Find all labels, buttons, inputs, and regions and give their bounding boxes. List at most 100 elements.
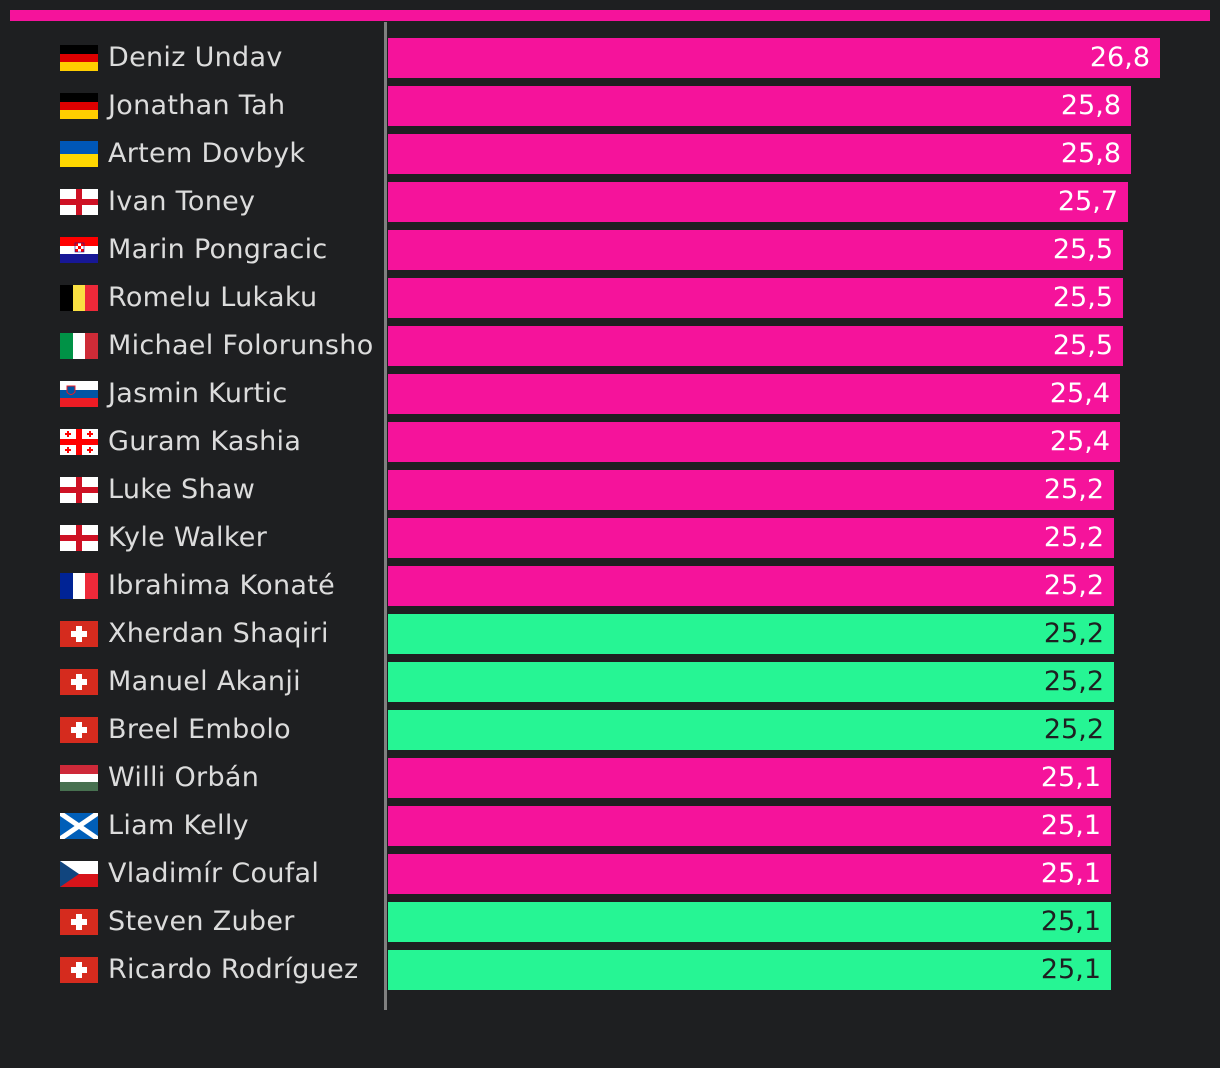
bar — [388, 230, 1123, 270]
category-label: Liam Kelly — [108, 810, 249, 841]
value-label: 25,2 — [1043, 522, 1104, 553]
bar-row: Vladimír Coufal 25,1 — [0, 854, 1220, 902]
bar — [388, 134, 1131, 174]
bar-row: Romelu Lukaku 25,5 — [0, 278, 1220, 326]
value-label: 26,8 — [1089, 42, 1150, 73]
bar — [388, 422, 1120, 462]
bar-row: Breel Embolo 25,2 — [0, 710, 1220, 758]
bar-row: Ivan Toney 25,7 — [0, 182, 1220, 230]
value-label: 25,2 — [1043, 474, 1104, 505]
value-label: 25,7 — [1057, 186, 1118, 217]
bar-row: Artem Dovbyk 25,8 — [0, 134, 1220, 182]
france-flag-icon — [60, 573, 98, 599]
category-label: Kyle Walker — [108, 522, 268, 553]
bar — [388, 614, 1114, 654]
ukraine-flag-icon — [60, 141, 98, 167]
bar-row: Ricardo Rodríguez 25,1 — [0, 950, 1220, 998]
category-label: Jonathan Tah — [108, 90, 286, 121]
value-label: 25,2 — [1043, 666, 1104, 697]
england-flag-icon — [60, 477, 98, 503]
category-label: Steven Zuber — [108, 906, 295, 937]
switzerland-flag-icon — [60, 717, 98, 743]
bar — [388, 902, 1111, 942]
bar-row: Jasmin Kurtic 25,4 — [0, 374, 1220, 422]
value-label: 25,5 — [1052, 282, 1113, 313]
slovenia-flag-icon — [60, 381, 98, 407]
germany-flag-icon — [60, 45, 98, 71]
value-label: 25,8 — [1060, 90, 1121, 121]
bar-row: Deniz Undav 26,8 — [0, 38, 1220, 86]
hungary-flag-icon — [60, 765, 98, 791]
bar-row: Guram Kashia 25,4 — [0, 422, 1220, 470]
value-label: 25,1 — [1040, 906, 1101, 937]
bar-row: Jonathan Tah 25,8 — [0, 86, 1220, 134]
top-accent-bar — [10, 10, 1210, 21]
bar — [388, 710, 1114, 750]
bar-row: Willi Orbán 25,1 — [0, 758, 1220, 806]
category-label: Manuel Akanji — [108, 666, 301, 697]
bar — [388, 470, 1114, 510]
category-label: Ivan Toney — [108, 186, 256, 217]
category-label: Willi Orbán — [108, 762, 260, 793]
category-label: Marin Pongracic — [108, 234, 328, 265]
bar-row: Steven Zuber 25,1 — [0, 902, 1220, 950]
value-label: 25,4 — [1049, 378, 1110, 409]
category-label: Breel Embolo — [108, 714, 291, 745]
bar — [388, 38, 1160, 78]
italy-flag-icon — [60, 333, 98, 359]
switzerland-flag-icon — [60, 669, 98, 695]
bar — [388, 518, 1114, 558]
bar — [388, 806, 1111, 846]
germany-flag-icon — [60, 93, 98, 119]
value-label: 25,5 — [1052, 330, 1113, 361]
bar-row: Xherdan Shaqiri 25,2 — [0, 614, 1220, 662]
england-flag-icon — [60, 525, 98, 551]
y-axis-line — [384, 22, 387, 1010]
switzerland-flag-icon — [60, 909, 98, 935]
scotland-flag-icon — [60, 813, 98, 839]
bar-row: Kyle Walker 25,2 — [0, 518, 1220, 566]
value-label: 25,1 — [1040, 954, 1101, 985]
bar-row: Liam Kelly 25,1 — [0, 806, 1220, 854]
value-label: 25,2 — [1043, 714, 1104, 745]
bar — [388, 758, 1111, 798]
bar — [388, 374, 1120, 414]
georgia-flag-icon — [60, 429, 98, 455]
category-label: Michael Folorunsho — [108, 330, 374, 361]
bar — [388, 950, 1111, 990]
bar-row: Luke Shaw 25,2 — [0, 470, 1220, 518]
value-label: 25,1 — [1040, 810, 1101, 841]
category-label: Ricardo Rodríguez — [108, 954, 359, 985]
czechia-flag-icon — [60, 861, 98, 887]
category-label: Vladimír Coufal — [108, 858, 320, 889]
value-label: 25,2 — [1043, 570, 1104, 601]
value-label: 25,1 — [1040, 762, 1101, 793]
category-label: Luke Shaw — [108, 474, 256, 505]
category-label: Deniz Undav — [108, 42, 283, 73]
value-label: 25,5 — [1052, 234, 1113, 265]
bar-row: Ibrahima Konaté 25,2 — [0, 566, 1220, 614]
croatia-flag-icon — [60, 237, 98, 263]
value-label: 25,4 — [1049, 426, 1110, 457]
belgium-flag-icon — [60, 285, 98, 311]
bar-row: Michael Folorunsho 25,5 — [0, 326, 1220, 374]
bar — [388, 566, 1114, 606]
value-label: 25,1 — [1040, 858, 1101, 889]
category-label: Jasmin Kurtic — [108, 378, 288, 409]
bar-row: Marin Pongracic 25,5 — [0, 230, 1220, 278]
switzerland-flag-icon — [60, 621, 98, 647]
category-label: Ibrahima Konaté — [108, 570, 336, 601]
bar-row: Manuel Akanji 25,2 — [0, 662, 1220, 710]
switzerland-flag-icon — [60, 957, 98, 983]
category-label: Xherdan Shaqiri — [108, 618, 329, 649]
value-label: 25,8 — [1060, 138, 1121, 169]
category-label: Romelu Lukaku — [108, 282, 318, 313]
category-label: Artem Dovbyk — [108, 138, 306, 169]
bar — [388, 662, 1114, 702]
bar — [388, 86, 1131, 126]
value-label: 25,2 — [1043, 618, 1104, 649]
england-flag-icon — [60, 189, 98, 215]
category-label: Guram Kashia — [108, 426, 302, 457]
bar — [388, 182, 1128, 222]
